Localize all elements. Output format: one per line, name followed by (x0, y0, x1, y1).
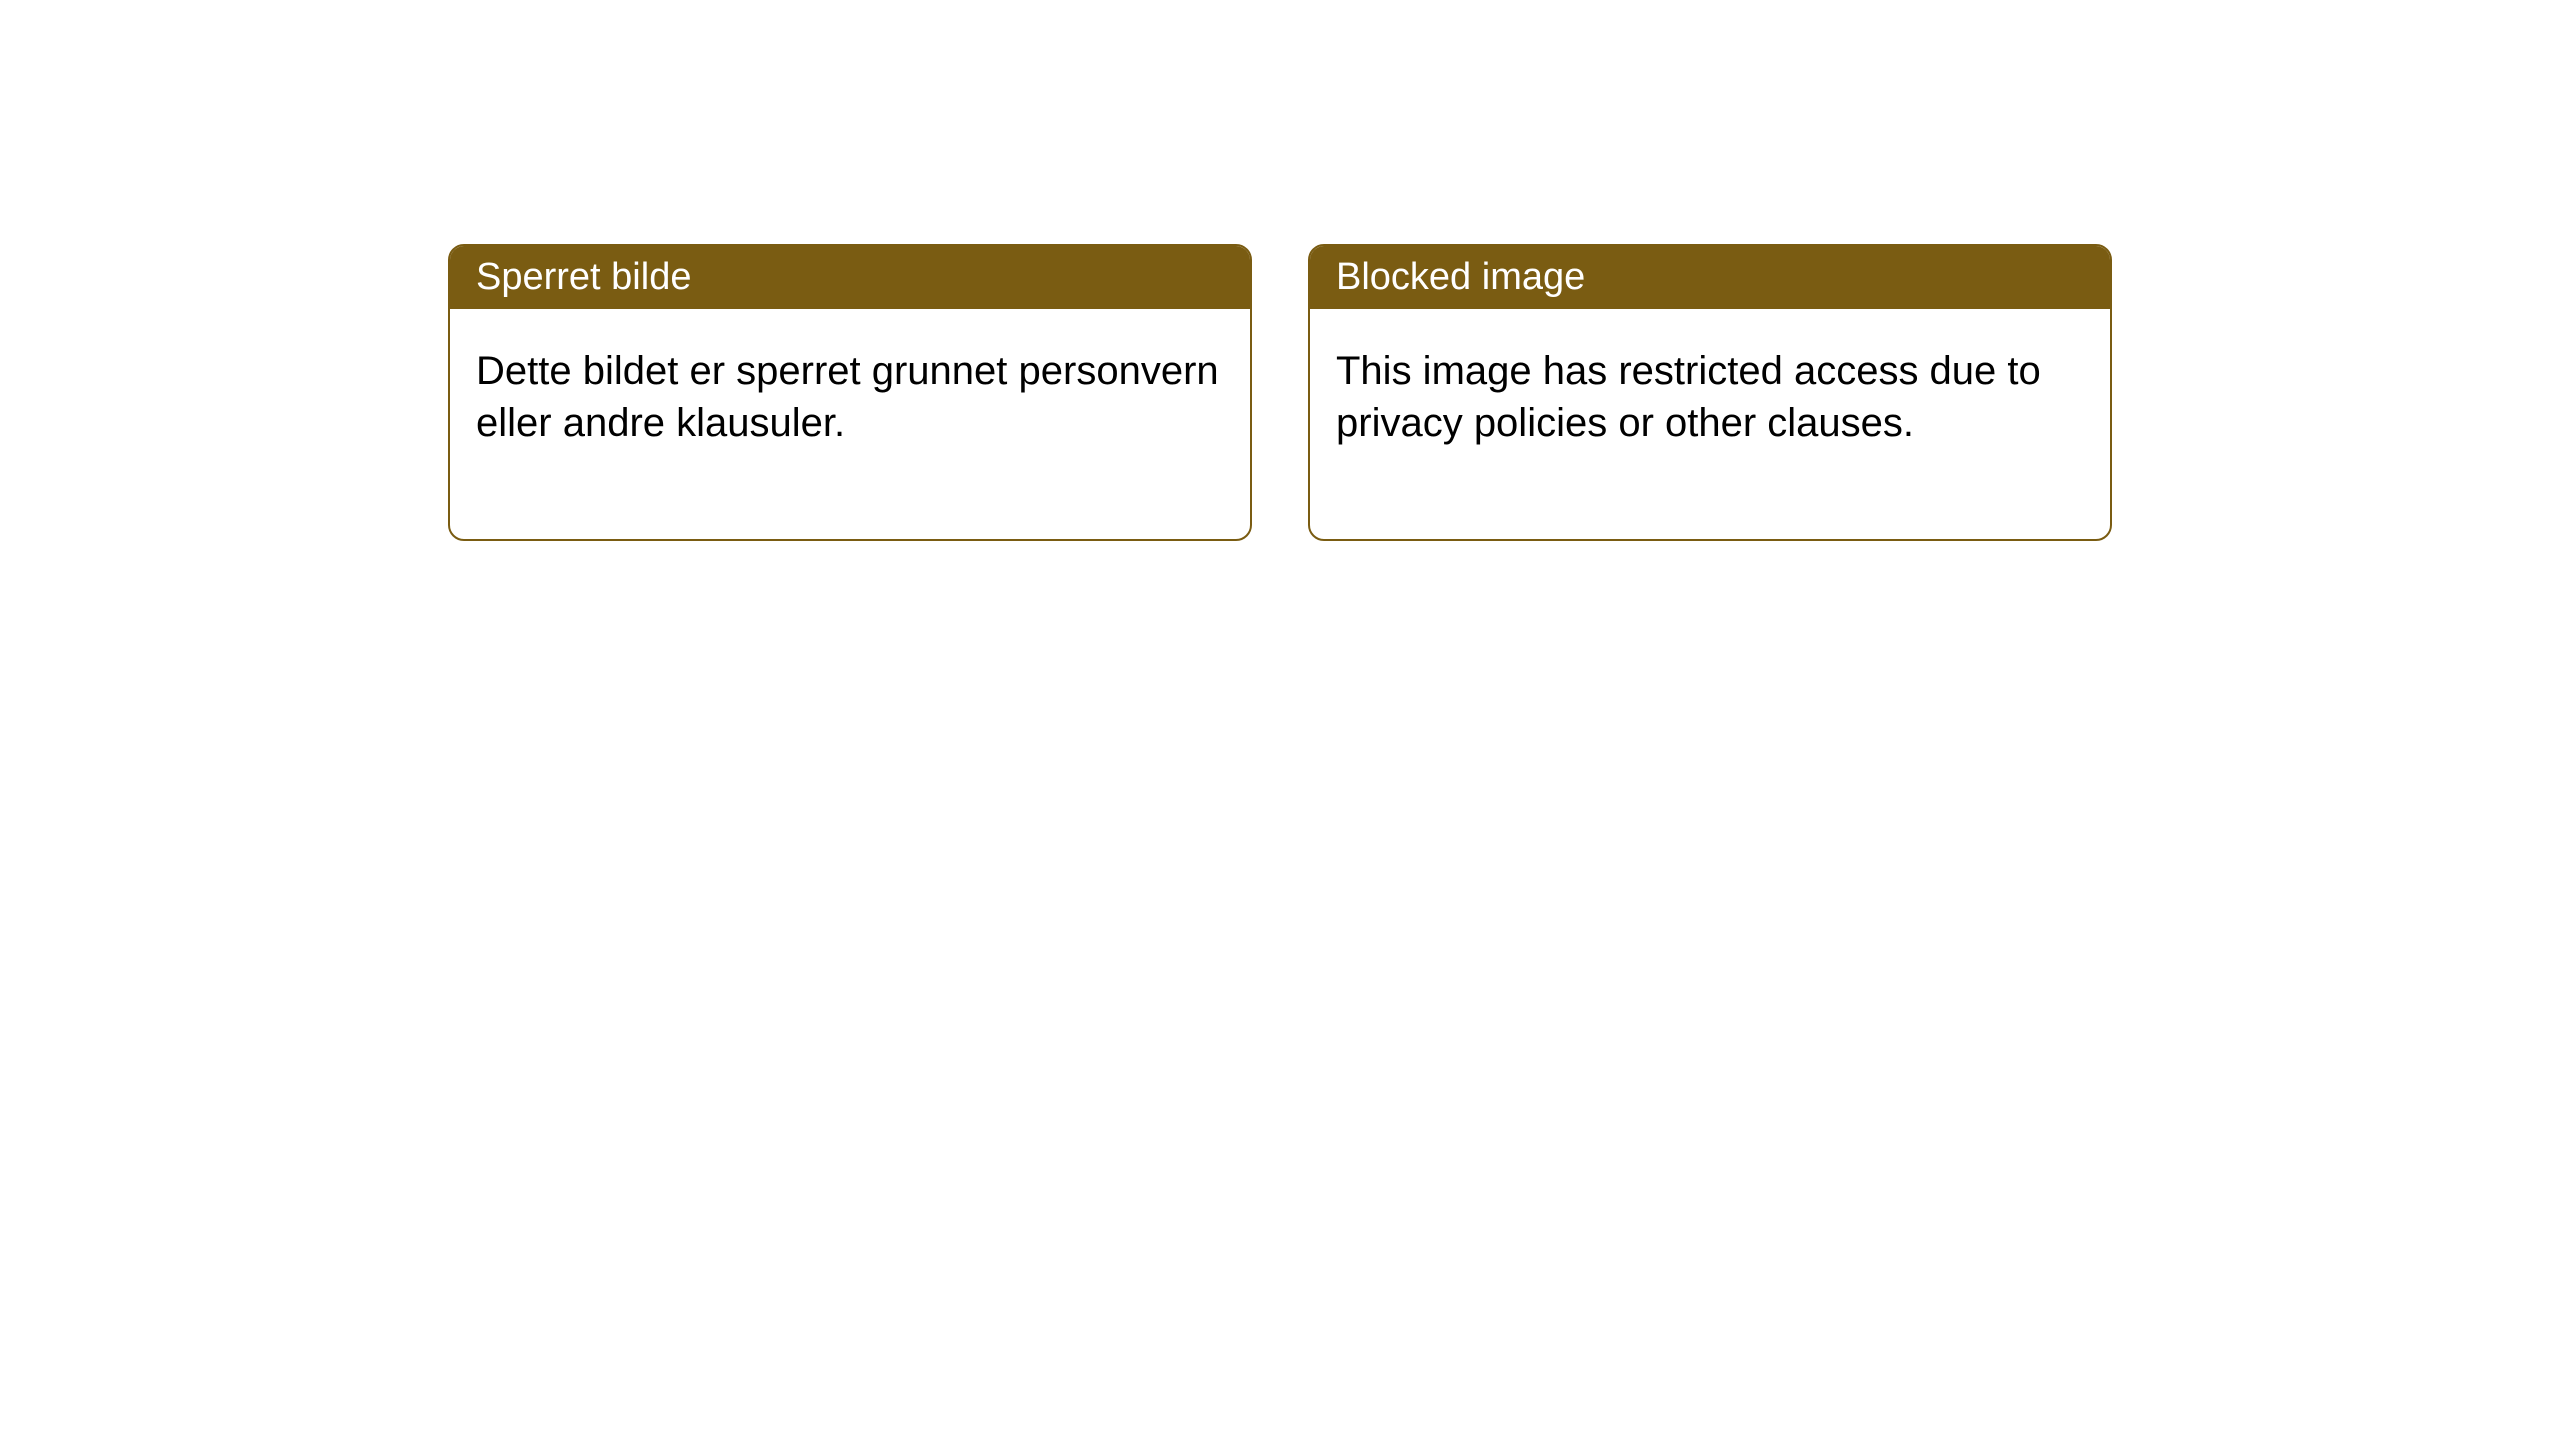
notice-card-english: Blocked image This image has restricted … (1308, 244, 2112, 541)
card-body-text: This image has restricted access due to … (1336, 349, 2041, 445)
notice-container: Sperret bilde Dette bildet er sperret gr… (448, 244, 2112, 541)
card-body: This image has restricted access due to … (1310, 309, 2110, 539)
card-header: Blocked image (1310, 246, 2110, 309)
card-body-text: Dette bildet er sperret grunnet personve… (476, 349, 1219, 445)
notice-card-norwegian: Sperret bilde Dette bildet er sperret gr… (448, 244, 1252, 541)
card-body: Dette bildet er sperret grunnet personve… (450, 309, 1250, 539)
card-title: Blocked image (1336, 256, 1585, 298)
card-header: Sperret bilde (450, 246, 1250, 309)
card-title: Sperret bilde (476, 256, 691, 298)
